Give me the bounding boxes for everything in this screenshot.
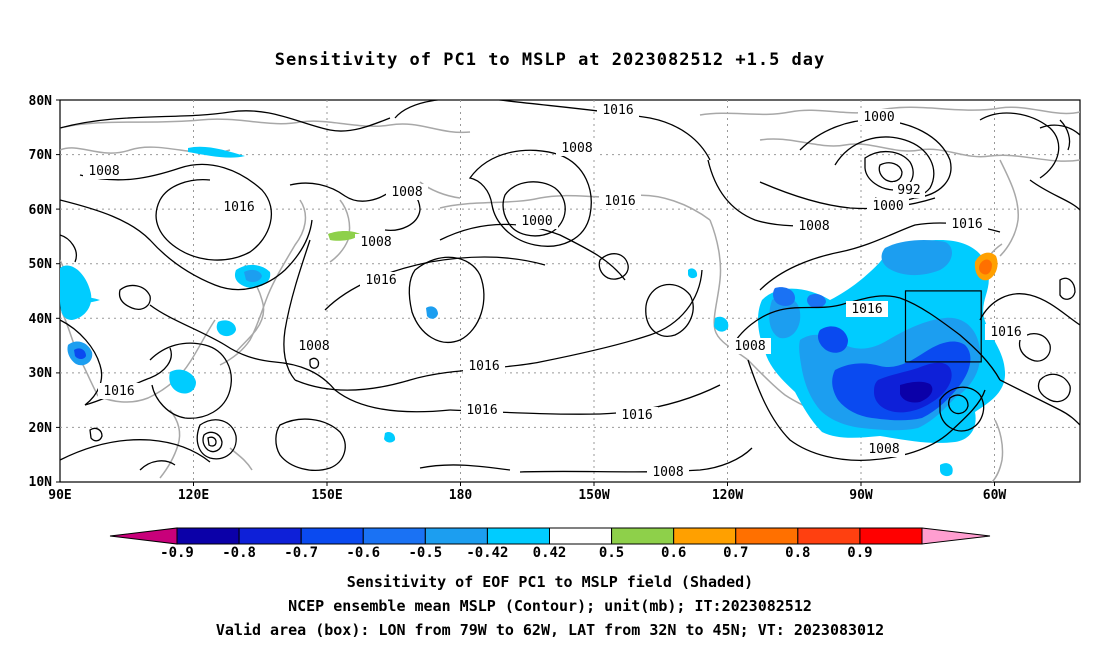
lon-label: 120W xyxy=(712,488,743,503)
contour-label-group: 1016 1008 1000 1016 1000 992 1000 1008 1… xyxy=(83,102,1027,480)
colorbar-segment xyxy=(859,527,923,545)
lon-label: 90E xyxy=(48,488,71,503)
colorbar-segment xyxy=(486,527,550,545)
colorbar-tick-label: -0.7 xyxy=(284,545,318,561)
colorbar-tick-label: -0.6 xyxy=(346,545,380,561)
contour-label: 1000 xyxy=(521,214,552,229)
contour-label: 1016 xyxy=(621,408,652,423)
lat-label: 50N xyxy=(29,257,53,272)
colorbar-tick-label: 0.5 xyxy=(599,545,624,561)
contour-label: 1008 xyxy=(298,339,329,354)
contour-label: 1016 xyxy=(223,200,254,215)
contour-label: 1008 xyxy=(88,164,119,179)
colorbar-labels: -0.9 -0.8 -0.7 -0.6 -0.5 -0.42 0.42 0.5 0.6 0.7 0.… xyxy=(160,545,872,561)
contour-label: 1016 xyxy=(468,359,499,374)
colorbar-high-extension xyxy=(921,527,991,545)
colorbar-tick-label: -0.42 xyxy=(466,545,508,561)
contour-label: 1016 xyxy=(602,103,633,118)
contour-label: 1008 xyxy=(868,442,899,457)
lat-axis: 80N 70N 60N 50N 40N 30N 20N 10N xyxy=(29,94,60,490)
contour-label: 992 xyxy=(897,183,920,198)
lat-label: 70N xyxy=(29,148,53,163)
contour-label: 1000 xyxy=(863,110,894,125)
colorbar-segment xyxy=(424,527,488,545)
colorbar-segment xyxy=(300,527,364,545)
contour-label: 1000 xyxy=(872,199,903,214)
colorbar-segment xyxy=(549,527,613,545)
lat-label: 10N xyxy=(29,475,53,490)
colorbar-segment xyxy=(611,527,675,545)
lat-label: 60N xyxy=(29,203,53,218)
contour-label: 1008 xyxy=(391,185,422,200)
lon-axis: 90E 120E 150E 180 150W 120W 90W 60W xyxy=(48,482,1006,503)
contour-label: 1008 xyxy=(734,339,765,354)
colorbar-tick-label: 0.7 xyxy=(723,545,748,561)
colorbar xyxy=(109,527,991,545)
colorbar-segment xyxy=(238,527,302,545)
colorbar-segment xyxy=(362,527,426,545)
lat-label: 40N xyxy=(29,312,53,327)
contour-label: 1016 xyxy=(604,194,635,209)
caption-line-1: Sensitivity of EOF PC1 to MSLP field (Sh… xyxy=(346,573,754,591)
lon-label: 150E xyxy=(311,488,342,503)
colorbar-tick-label: -0.5 xyxy=(408,545,442,561)
lat-label: 80N xyxy=(29,94,53,109)
colorbar-segment xyxy=(735,527,799,545)
contour-label: 1016 xyxy=(951,217,982,232)
lon-label: 180 xyxy=(449,488,473,503)
contour-label: 1016 xyxy=(103,384,134,399)
colorbar-low-extension xyxy=(109,527,178,545)
lon-label: 120E xyxy=(178,488,209,503)
map-title: Sensitivity of PC1 to MSLP at 2023082512… xyxy=(274,50,826,70)
contour-label: 1016 xyxy=(990,325,1021,340)
lon-label: 150W xyxy=(578,488,609,503)
colorbar-segment xyxy=(797,527,861,545)
colorbar-tick-label: 0.9 xyxy=(847,545,872,561)
lon-label: 60W xyxy=(983,488,1007,503)
contour-label: 1008 xyxy=(360,235,391,250)
caption-line-2: NCEP ensemble mean MSLP (Contour); unit(… xyxy=(288,597,812,615)
contour-label: 1016 xyxy=(365,273,396,288)
caption-line-3: Valid area (box): LON from 79W to 62W, L… xyxy=(215,621,885,639)
colorbar-tick-label: -0.8 xyxy=(222,545,256,561)
contour-label: 1008 xyxy=(652,465,683,480)
lon-label: 90W xyxy=(849,488,873,503)
lat-label: 20N xyxy=(29,421,53,436)
colorbar-tick-label: -0.9 xyxy=(160,545,194,561)
valid-area-box xyxy=(904,290,982,363)
colorbar-tick-label: 0.6 xyxy=(661,545,686,561)
colorbar-segment xyxy=(673,527,737,545)
contour-label: 1016 xyxy=(851,302,882,317)
contour-label: 1016 xyxy=(466,403,497,418)
contour-label: 1008 xyxy=(798,219,829,234)
colorbar-segment xyxy=(176,527,240,545)
colorbar-tick-label: 0.8 xyxy=(785,545,810,561)
lat-label: 30N xyxy=(29,366,53,381)
colorbar-tick-label: 0.42 xyxy=(533,545,567,561)
contour-label: 1008 xyxy=(561,141,592,156)
